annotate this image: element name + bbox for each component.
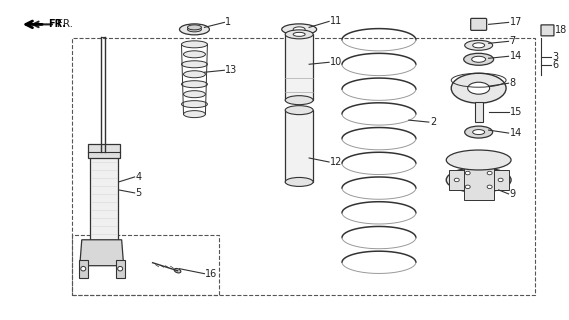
Ellipse shape bbox=[285, 30, 313, 39]
Bar bbox=[72, 38, 534, 295]
Bar bbox=[285, 34, 313, 100]
Ellipse shape bbox=[465, 185, 470, 188]
Ellipse shape bbox=[282, 24, 316, 35]
Ellipse shape bbox=[451, 73, 506, 103]
Text: 4: 4 bbox=[135, 172, 142, 182]
Bar bbox=[72, 235, 220, 295]
Ellipse shape bbox=[464, 53, 494, 65]
Text: 16: 16 bbox=[205, 269, 218, 279]
Ellipse shape bbox=[183, 71, 205, 78]
Ellipse shape bbox=[498, 178, 503, 182]
Ellipse shape bbox=[285, 178, 313, 187]
Text: 5: 5 bbox=[135, 188, 142, 198]
Ellipse shape bbox=[465, 171, 470, 175]
Text: 7: 7 bbox=[510, 36, 516, 46]
Text: 14: 14 bbox=[510, 128, 522, 138]
Text: 1: 1 bbox=[225, 17, 232, 28]
Text: 15: 15 bbox=[510, 107, 522, 117]
Ellipse shape bbox=[179, 24, 209, 35]
Text: 18: 18 bbox=[555, 25, 568, 36]
Ellipse shape bbox=[183, 91, 205, 98]
Ellipse shape bbox=[487, 185, 492, 188]
Text: FR.: FR. bbox=[57, 20, 73, 29]
Text: 14: 14 bbox=[510, 51, 522, 61]
Ellipse shape bbox=[183, 51, 205, 58]
Ellipse shape bbox=[472, 56, 485, 62]
Ellipse shape bbox=[454, 178, 459, 182]
Text: 11: 11 bbox=[330, 16, 343, 26]
FancyBboxPatch shape bbox=[471, 18, 486, 30]
Ellipse shape bbox=[182, 101, 208, 108]
Bar bbox=[475, 102, 483, 122]
Ellipse shape bbox=[285, 96, 313, 105]
Ellipse shape bbox=[187, 25, 201, 30]
Text: 8: 8 bbox=[510, 78, 516, 88]
Ellipse shape bbox=[473, 43, 485, 48]
Bar bbox=[88, 144, 119, 158]
Polygon shape bbox=[80, 240, 123, 266]
Ellipse shape bbox=[446, 150, 511, 170]
Ellipse shape bbox=[293, 32, 305, 36]
Ellipse shape bbox=[487, 171, 492, 175]
Ellipse shape bbox=[182, 41, 208, 48]
Text: 2: 2 bbox=[430, 117, 436, 127]
Ellipse shape bbox=[174, 268, 181, 273]
Bar bbox=[464, 160, 494, 200]
Ellipse shape bbox=[293, 27, 305, 32]
Ellipse shape bbox=[465, 40, 493, 50]
Bar bbox=[79, 260, 88, 278]
Ellipse shape bbox=[473, 130, 485, 135]
Ellipse shape bbox=[182, 61, 208, 68]
Text: FR.: FR. bbox=[48, 20, 66, 29]
Ellipse shape bbox=[285, 106, 313, 115]
Ellipse shape bbox=[182, 81, 208, 88]
Bar bbox=[285, 110, 313, 182]
Ellipse shape bbox=[183, 111, 205, 118]
Text: 9: 9 bbox=[510, 189, 516, 199]
Text: 13: 13 bbox=[225, 65, 238, 75]
Ellipse shape bbox=[187, 27, 201, 32]
Ellipse shape bbox=[81, 267, 86, 271]
Text: 3: 3 bbox=[552, 52, 559, 62]
Text: 10: 10 bbox=[330, 57, 343, 67]
Text: 12: 12 bbox=[330, 157, 343, 167]
Bar bbox=[90, 152, 118, 240]
FancyBboxPatch shape bbox=[541, 25, 554, 36]
Text: 17: 17 bbox=[510, 17, 522, 28]
Ellipse shape bbox=[465, 126, 493, 138]
Text: 6: 6 bbox=[552, 60, 559, 70]
Bar bbox=[449, 170, 509, 190]
Ellipse shape bbox=[468, 82, 490, 94]
Ellipse shape bbox=[446, 167, 511, 192]
Bar bbox=[116, 260, 125, 278]
Ellipse shape bbox=[118, 267, 123, 271]
